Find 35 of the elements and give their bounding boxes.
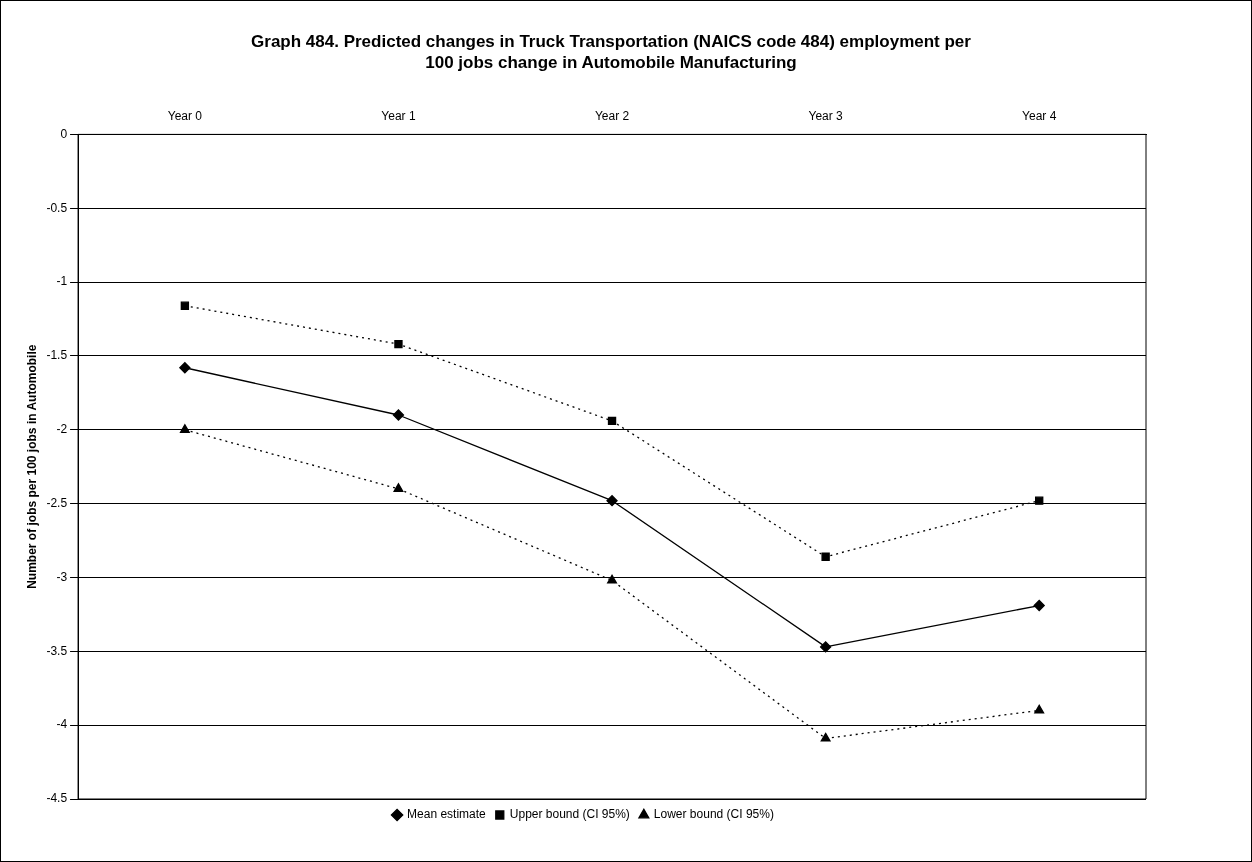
- y-tick-label: -1.5: [46, 348, 68, 363]
- point: [392, 409, 405, 421]
- point: [1035, 496, 1044, 505]
- point: [821, 552, 830, 561]
- y-tick-label: 0: [60, 126, 68, 141]
- x-tick-label: Year 4: [1022, 108, 1057, 123]
- point: [180, 301, 190, 310]
- point: [607, 416, 617, 426]
- legend-label: Lower bound (CI 95%): [653, 807, 774, 822]
- point: [606, 495, 618, 507]
- legend-label: Mean estimate: [407, 807, 487, 822]
- y-tick-label: -2: [56, 422, 68, 437]
- legend-label: Upper bound (CI 95%): [509, 807, 630, 822]
- y-axis-title: Number of jobs per 100 jobs in Automobile: [24, 344, 39, 589]
- point: [607, 574, 618, 584]
- y-tick-label: -3: [56, 569, 68, 584]
- chart-title: Graph 484. Predicted changes in Truck Transportation (NAICS code 484) employment per 100 jobs change in Automobile Manufacturing: [251, 31, 971, 73]
- point: [394, 339, 403, 349]
- point: [819, 641, 832, 653]
- y-tick-label: -3.5: [46, 643, 68, 658]
- y-tick-label: -4: [56, 717, 68, 732]
- point: [179, 362, 191, 374]
- point: [179, 424, 190, 433]
- y-tick-label: -4.5: [46, 791, 68, 806]
- point: [1034, 704, 1045, 714]
- x-tick-label: Year 0: [167, 108, 203, 123]
- x-tick-label: Year 3: [808, 108, 844, 123]
- point: [393, 483, 404, 492]
- x-tick-label: Year 1: [381, 108, 416, 123]
- y-tick-label: -2.5: [46, 495, 68, 510]
- y-tick-label: -0.5: [46, 200, 68, 215]
- x-tick-label: Year 2: [594, 108, 630, 123]
- y-tick-label: -1: [56, 274, 68, 289]
- point: [820, 732, 831, 742]
- point: [1033, 599, 1045, 612]
